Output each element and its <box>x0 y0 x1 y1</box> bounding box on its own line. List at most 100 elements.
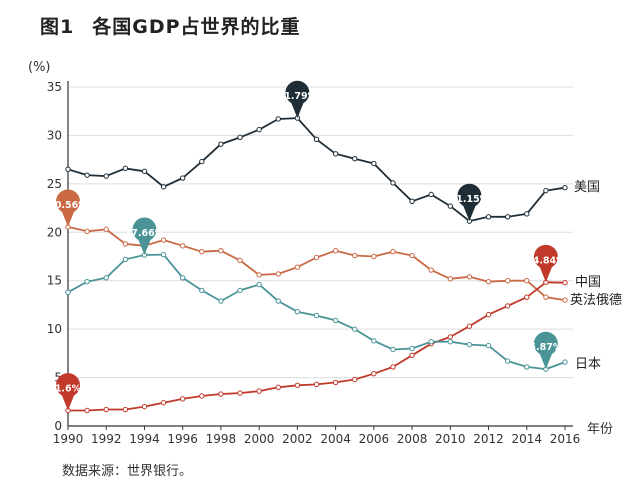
figure-title: 各国GDP占世界的比重 <box>92 16 301 38</box>
data-point <box>84 172 90 178</box>
series-label: 日本 <box>575 357 601 372</box>
data-point <box>562 185 568 191</box>
data-point <box>275 271 281 277</box>
data-point <box>218 247 224 254</box>
data-point <box>103 275 109 281</box>
annotation-pin <box>457 183 482 222</box>
data-point <box>543 294 549 300</box>
data-point <box>504 303 511 309</box>
data-point <box>160 237 167 243</box>
y-tick-label: 5 <box>54 371 62 385</box>
data-point <box>390 364 396 370</box>
data-point <box>409 198 415 204</box>
y-tick-label: 15 <box>47 274 62 288</box>
data-point <box>352 376 358 383</box>
data-point <box>84 407 90 414</box>
x-tick-label: 1992 <box>91 432 122 446</box>
data-point <box>524 294 530 300</box>
annotation-label: 5.87% <box>529 342 562 353</box>
data-point <box>332 317 339 324</box>
annotation-label: 20.56% <box>48 200 88 211</box>
data-point <box>466 323 473 329</box>
data-point <box>218 141 224 147</box>
data-point <box>485 214 492 220</box>
data-point <box>179 275 186 281</box>
data-point <box>352 326 358 332</box>
data-point <box>179 396 186 402</box>
data-point <box>199 158 205 165</box>
data-point <box>141 403 148 410</box>
annotation-pin <box>56 189 80 227</box>
data-point <box>122 241 129 247</box>
data-point <box>160 184 167 190</box>
data-point <box>256 281 262 288</box>
x-tick-label: 1994 <box>129 432 160 446</box>
data-point <box>122 256 129 263</box>
data-point <box>141 168 148 174</box>
data-point <box>371 370 377 377</box>
data-point <box>485 278 492 285</box>
x-tick-label: 2008 <box>397 432 428 446</box>
y-tick-label: 10 <box>47 322 62 336</box>
data-point <box>390 248 396 255</box>
data-point <box>275 384 281 390</box>
data-point <box>256 126 262 133</box>
data-point <box>237 287 243 294</box>
data-point <box>313 312 320 319</box>
y-tick-label: 35 <box>47 80 62 94</box>
data-point <box>103 173 109 179</box>
data-point <box>294 382 301 389</box>
annotation-pin <box>533 244 558 283</box>
data-point <box>428 267 434 273</box>
annotation-label: 17.66% <box>125 228 165 239</box>
data-point <box>524 364 530 370</box>
x-axis-unit: 年份 <box>587 422 614 437</box>
annotation-pin <box>132 217 157 255</box>
x-tick-label: 2000 <box>244 432 275 446</box>
data-point <box>256 388 262 394</box>
y-axis-unit: (%) <box>28 60 51 75</box>
data-point <box>313 136 320 143</box>
data-point <box>237 134 243 141</box>
data-point <box>122 165 129 172</box>
data-point <box>504 358 511 364</box>
data-point <box>256 272 262 278</box>
data-point <box>294 309 301 315</box>
data-point <box>524 278 530 284</box>
data-point <box>122 406 129 413</box>
data-point <box>504 214 511 220</box>
data-point <box>428 191 434 198</box>
annotation-pin <box>285 80 310 119</box>
x-tick-label: 2012 <box>473 432 504 446</box>
x-tick-label: 2006 <box>359 432 390 446</box>
data-point <box>218 298 224 304</box>
data-point <box>179 175 186 181</box>
data-point <box>371 160 377 167</box>
data-point <box>332 379 339 386</box>
annotation-label: 31.79% <box>278 91 318 102</box>
x-tick-label: 2016 <box>550 432 581 446</box>
x-tick-label: 2010 <box>435 432 466 446</box>
data-point <box>199 393 205 399</box>
data-point <box>313 254 320 261</box>
y-tick-label: 0 <box>54 419 62 433</box>
annotation-label: 1.6% <box>55 384 82 395</box>
data-point <box>409 352 415 358</box>
x-tick-label: 1996 <box>167 432 198 446</box>
x-tick-label: 2004 <box>320 432 351 446</box>
data-point <box>447 276 454 282</box>
data-point <box>409 345 415 352</box>
data-point <box>199 248 205 255</box>
data-point <box>103 226 109 233</box>
data-point <box>352 155 358 162</box>
data-point <box>466 274 473 280</box>
data-point <box>466 341 473 348</box>
series-line <box>67 253 566 371</box>
data-point <box>485 311 492 318</box>
figure-number: 图1 <box>40 16 75 38</box>
data-point <box>65 289 71 296</box>
data-point <box>504 278 511 284</box>
data-source-note: 数据来源：世界银行。 <box>62 464 193 479</box>
data-point <box>103 406 109 413</box>
series-label: 中国 <box>575 275 601 290</box>
